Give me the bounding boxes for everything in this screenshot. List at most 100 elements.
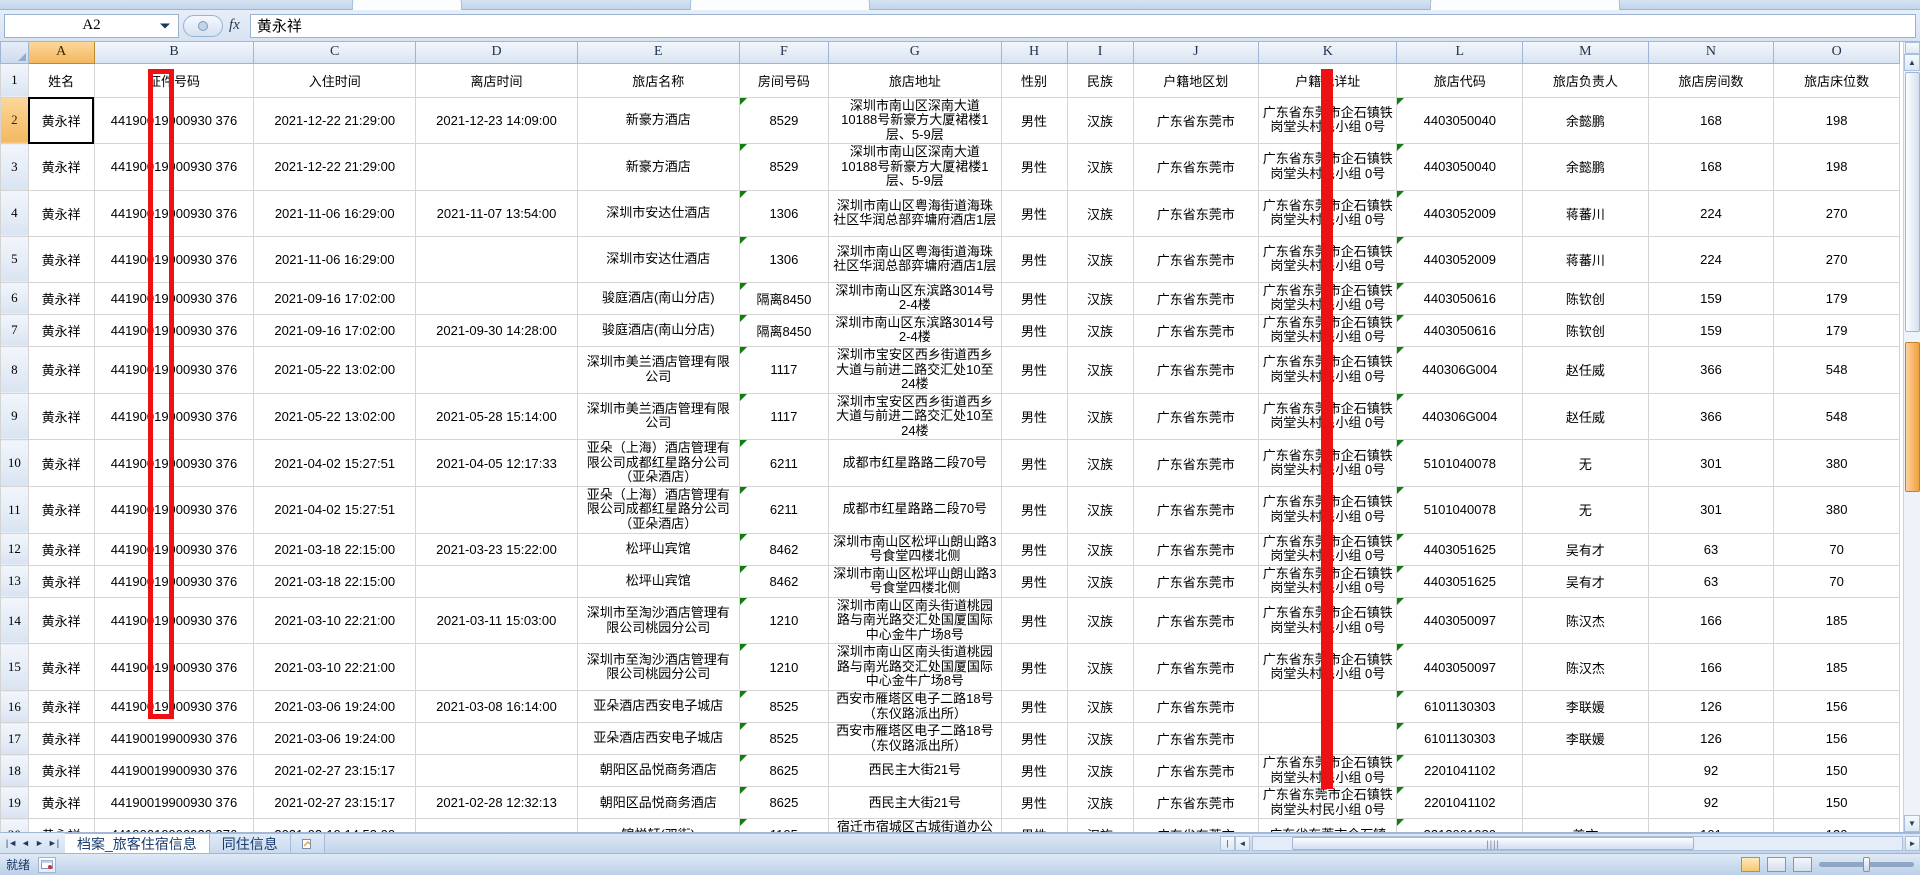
row-header-15[interactable]: 15 [0,643,29,691]
header-cell-L[interactable]: 旅店代码 [1396,62,1524,98]
cell-J9[interactable]: 广东省东莞市 [1132,392,1260,441]
cell-K7[interactable]: 广东省东莞市企石镇铁岗堂头村民小组 0号 [1258,313,1398,347]
cell-J15[interactable]: 广东省东莞市 [1132,643,1260,691]
cell-H8[interactable]: 男性 [1000,345,1068,394]
cell-D12[interactable]: 2021-03-23 15:22:00 [415,532,578,566]
cell-J17[interactable]: 广东省东莞市 [1132,722,1260,756]
cell-B2[interactable]: 44190019900930 376 [93,96,255,145]
cell-M3[interactable]: 余懿鹏 [1522,143,1649,191]
cell-N2[interactable]: 168 [1647,96,1775,145]
column-header-A[interactable]: A [27,42,95,64]
column-header-N[interactable]: N [1647,42,1775,64]
column-header-F[interactable]: F [738,42,830,64]
vertical-scroll-thumb[interactable] [1905,72,1920,332]
cell-K8[interactable]: 广东省东莞市企石镇铁岗堂头村民小组 0号 [1258,345,1398,394]
cell-I14[interactable]: 汉族 [1066,596,1134,645]
cell-O8[interactable]: 548 [1773,345,1900,394]
row-header-4[interactable]: 4 [0,189,29,237]
cell-N6[interactable]: 159 [1647,281,1775,315]
cell-O6[interactable]: 179 [1773,281,1900,315]
cell-G19[interactable]: 西民主大街21号 [828,786,1002,820]
cell-O12[interactable]: 70 [1773,532,1900,566]
cell-A13[interactable]: 黄永祥 [27,564,95,598]
cell-O4[interactable]: 270 [1773,189,1900,237]
row-header-13[interactable]: 13 [0,564,29,598]
cell-G6[interactable]: 深圳市南山区东滨路3014号2-4楼 [828,281,1002,315]
header-cell-I[interactable]: 民族 [1066,62,1134,98]
table-row[interactable]: 4 黄永祥 44190019900930 376 2021-11-06 16:29:0… [0,189,1900,237]
cell-I4[interactable]: 汉族 [1066,189,1134,237]
cell-K4[interactable]: 广东省东莞市企石镇铁岗堂头村民小组 0号 [1258,189,1398,237]
cell-J13[interactable]: 广东省东莞市 [1132,564,1260,598]
cell-G15[interactable]: 深圳市南山区南头街道桃园路与南光路交汇处国厦国际中心金牛广场8号 [828,643,1002,691]
cell-C13[interactable]: 2021-03-18 22:15:00 [253,564,417,598]
cell-A18[interactable]: 黄永祥 [27,754,95,788]
cell-A19[interactable]: 黄永祥 [27,786,95,820]
header-cell-A[interactable]: 姓名 [27,62,95,98]
cell-B14[interactable]: 44190019900930 376 [93,596,255,645]
cell-M12[interactable]: 吴有才 [1522,532,1649,566]
name-box[interactable]: A2 [4,13,179,38]
cell-O17[interactable]: 156 [1773,722,1900,756]
row-header-1[interactable]: 1 [0,62,29,98]
header-cell-E[interactable]: 旅店名称 [576,62,740,98]
cell-B12[interactable]: 44190019900930 376 [93,532,255,566]
header-cell-H[interactable]: 性别 [1000,62,1068,98]
fx-icon[interactable]: fx [229,17,240,33]
cell-G10[interactable]: 成都市红星路路二段70号 [828,439,1002,487]
cell-K13[interactable]: 广东省东莞市企石镇铁岗堂头村民小组 0号 [1258,564,1398,598]
cell-I18[interactable]: 汉族 [1066,754,1134,788]
cell-H6[interactable]: 男性 [1000,281,1068,315]
row-header-20[interactable]: 20 [0,818,29,832]
cell-O20[interactable]: 120 [1773,818,1900,832]
cell-O2[interactable]: 198 [1773,96,1900,145]
cell-K6[interactable]: 广东省东莞市企石镇铁岗堂头村民小组 0号 [1258,281,1398,315]
cell-I6[interactable]: 汉族 [1066,281,1134,315]
cell-B16[interactable]: 44190019900930 376 [93,689,255,724]
cell-D18[interactable] [415,754,578,788]
column-header-M[interactable]: M [1522,42,1649,64]
cell-M2[interactable]: 余懿鹏 [1522,96,1649,145]
cell-N13[interactable]: 63 [1647,564,1775,598]
next-sheet-icon[interactable]: ► [35,837,44,848]
cell-H7[interactable]: 男性 [1000,313,1068,347]
cell-L15[interactable]: 4403050097 [1396,643,1524,691]
cell-E9[interactable]: 深圳市美兰酒店管理有限公司 [576,392,740,441]
cell-A3[interactable]: 黄永祥 [27,143,95,191]
chevron-down-icon[interactable] [160,23,170,28]
cell-C18[interactable]: 2021-02-27 23:15:17 [253,754,417,788]
cell-E2[interactable]: 新豪方酒店 [576,96,740,145]
column-header-B[interactable]: B [93,42,255,64]
cell-J20[interactable]: 广东省东莞市 [1132,818,1260,832]
cell-J11[interactable]: 广东省东莞市 [1132,485,1260,534]
hscroll-thumb[interactable]: |||| [1291,837,1695,850]
ribbon-tab-nub-1[interactable] [352,0,462,10]
row-header-9[interactable]: 9 [0,392,29,441]
cell-I12[interactable]: 汉族 [1066,532,1134,566]
cell-F7[interactable]: 隔离8450 [738,313,830,347]
cell-D14[interactable]: 2021-03-11 15:03:00 [415,596,578,645]
table-row[interactable]: 3 黄永祥 44190019900930 376 2021-12-22 21:29:0… [0,143,1900,191]
header-cell-N[interactable]: 旅店房间数 [1647,62,1775,98]
cell-D11[interactable] [415,485,578,534]
row-header-3[interactable]: 3 [0,143,29,191]
vertical-split-handle[interactable] [1905,42,1920,54]
cell-F15[interactable]: 1210 [738,643,830,691]
new-sheet-icon[interactable] [290,833,325,853]
cell-G18[interactable]: 西民主大街21号 [828,754,1002,788]
cell-M5[interactable]: 蒋蕃川 [1522,235,1649,283]
cell-C6[interactable]: 2021-09-16 17:02:00 [253,281,417,315]
cell-A16[interactable]: 黄永祥 [27,689,95,724]
cell-E12[interactable]: 松坪山宾馆 [576,532,740,566]
cell-M20[interactable]: 姜文 [1522,818,1649,832]
cell-K17[interactable] [1258,722,1398,756]
cell-L9[interactable]: 440306G004 [1396,392,1524,441]
cell-D7[interactable]: 2021-09-30 14:28:00 [415,313,578,347]
cell-F8[interactable]: 1117 [738,345,830,394]
scroll-down-arrow[interactable]: ▼ [1904,815,1920,832]
header-cell-G[interactable]: 旅店地址 [828,62,1002,98]
table-row[interactable]: 8 黄永祥 44190019900930 376 2021-05-22 13:02:0… [0,345,1900,394]
cell-N7[interactable]: 159 [1647,313,1775,347]
cell-E15[interactable]: 深圳市至淘沙酒店管理有限公司桃园分公司 [576,643,740,691]
